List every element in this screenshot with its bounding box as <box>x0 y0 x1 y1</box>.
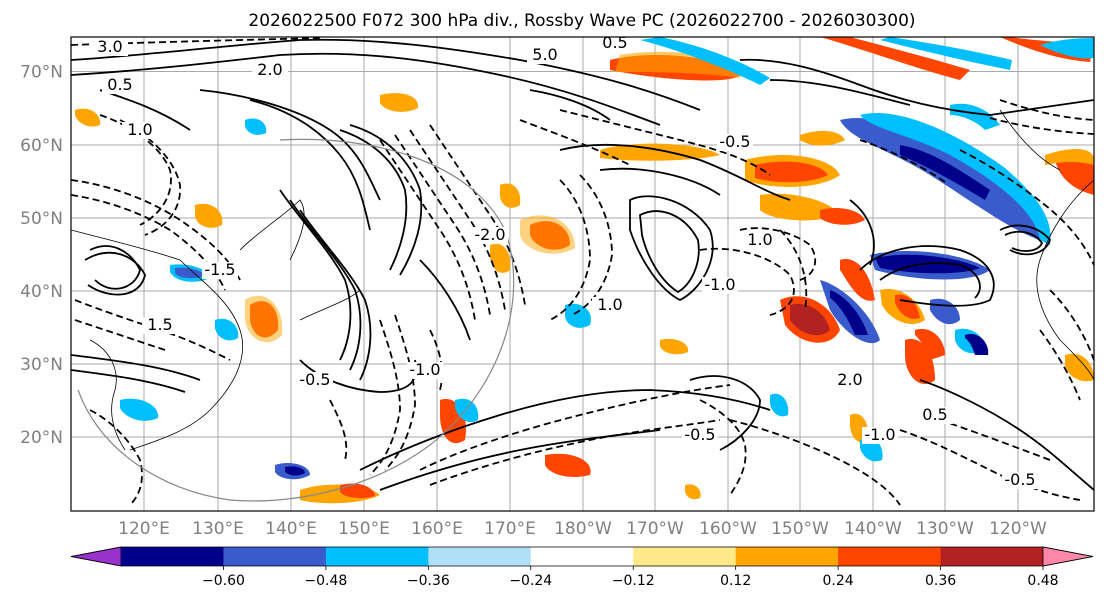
colorbar-tick-label: 0.12 <box>720 573 751 589</box>
longitude-labels: 120°E 130°E 140°E 150°E 160°E 170°E 180°W 170°W… <box>118 519 1047 539</box>
contour-label: 2.0 <box>257 60 282 79</box>
longitude-label: 150°E <box>338 519 390 539</box>
contour-label-background <box>717 134 753 151</box>
contour-label: 0.5 <box>107 75 132 94</box>
contour-label: -0.5 <box>719 132 750 151</box>
contour-label: 0.5 <box>602 33 627 52</box>
colorbar-tick-label: −0.36 <box>407 573 450 589</box>
colorbar-outline <box>70 546 1094 567</box>
contour-label-background <box>742 232 778 249</box>
longitude-label: 170°W <box>626 519 684 539</box>
contour-label: -2.0 <box>474 225 505 244</box>
colorbar-tick-label: 0.24 <box>823 573 854 589</box>
contour-label-background <box>122 122 158 139</box>
latitude-label: 70°N <box>20 63 63 83</box>
contour-label: 1.0 <box>597 295 622 314</box>
contour-label: -1.5 <box>204 260 235 279</box>
colorbar-lower-extension <box>70 546 122 567</box>
contour-label-background <box>472 227 508 244</box>
colorbar-tick-label: −0.48 <box>304 573 347 589</box>
positive-pc-contours <box>71 38 1094 491</box>
contour-label: -0.5 <box>684 425 715 444</box>
colorbar: −0.60 −0.48 −0.36 −0.24 −0.12 0.12 0.24 0.36 0.4… <box>70 546 1094 589</box>
colorbar-segment <box>428 547 532 566</box>
longitude-label: 150°W <box>771 519 829 539</box>
contour-label-background <box>597 37 633 52</box>
contour-label-background <box>917 407 953 424</box>
contour-label: 0.5 <box>922 405 947 424</box>
colorbar-tick-label: −0.60 <box>202 573 245 589</box>
longitude-label: 170°E <box>484 519 536 539</box>
contour-label: -0.5 <box>1004 470 1035 489</box>
contour-label-background <box>407 362 443 379</box>
contour-label: 5.0 <box>532 45 557 64</box>
contour-label-background <box>682 427 718 444</box>
colorbar-tick-label: 0.36 <box>925 573 956 589</box>
contour-label-background <box>1002 472 1038 489</box>
colorbar-segment <box>325 547 429 566</box>
contour-label-background <box>702 277 738 294</box>
longitude-label: 140°W <box>844 519 902 539</box>
latitude-label: 20°N <box>20 428 63 448</box>
longitude-label: 130°E <box>192 519 244 539</box>
latitude-label: 50°N <box>20 209 63 229</box>
contour-label: 1.5 <box>147 315 172 334</box>
colorbar-segment <box>121 547 224 566</box>
contour-label: 2.0 <box>837 370 862 389</box>
latitude-label: 30°N <box>20 355 63 375</box>
divergence-shading <box>75 37 1094 504</box>
longitude-label: 130°W <box>916 519 974 539</box>
longitude-label: 140°E <box>265 519 317 539</box>
contour-label: 1.0 <box>747 230 772 249</box>
latitude-label: 60°N <box>20 136 63 156</box>
contour-label-background <box>252 62 288 79</box>
contour-label-background <box>202 262 238 279</box>
colorbar-segment <box>940 547 1044 566</box>
contour-labels: 3.0 2.0 1.5 1.0 0.5 -0.5 -1.0 -1.5 -2.0 5.0 0.5 1.0… <box>92 33 1038 489</box>
colorbar-tick-label: −0.12 <box>612 573 655 589</box>
latitude-label: 40°N <box>20 282 63 302</box>
colorbar-segment <box>633 547 737 566</box>
longitude-label: 120°E <box>118 519 170 539</box>
contour-label-background <box>592 297 628 314</box>
rossby-wave-region-outline <box>77 138 515 502</box>
contour-label: -0.5 <box>299 370 330 389</box>
figure-title: 2026022500 F072 300 hPa div., Rossby Wav… <box>248 11 915 31</box>
contour-label-background <box>102 77 138 94</box>
contour-label-background <box>297 372 333 389</box>
colorbar-tick-label: 0.48 <box>1027 573 1058 589</box>
contour-label-background <box>142 317 178 334</box>
map-panel: 3.0 2.0 1.5 1.0 0.5 -0.5 -1.0 -1.5 -2.0 5.0 0.5 1.0… <box>70 33 1095 512</box>
longitude-label: 160°E <box>411 519 463 539</box>
negative-pc-contours <box>71 37 1094 506</box>
contour-label: 1.0 <box>127 120 152 139</box>
contour-label: -1.0 <box>409 360 440 379</box>
contour-label-background <box>527 47 563 64</box>
longitude-label: 180°W <box>554 519 612 539</box>
colorbar-upper-extension <box>1042 546 1094 567</box>
contour-label-background <box>862 427 898 444</box>
colorbar-segment <box>530 547 634 566</box>
contour-label-background <box>832 372 868 389</box>
colorbar-tick-label: −0.24 <box>509 573 552 589</box>
latitude-labels: 70°N 60°N 50°N 40°N 30°N 20°N <box>20 63 63 449</box>
contour-label: 3.0 <box>97 37 122 56</box>
contour-label: -1.0 <box>704 275 735 294</box>
contour-label-background <box>92 39 128 56</box>
longitude-label: 120°W <box>989 519 1047 539</box>
longitude-label: 160°W <box>699 519 757 539</box>
colorbar-segment <box>735 547 839 566</box>
colorbar-segment <box>838 547 942 566</box>
colorbar-segment <box>223 547 327 566</box>
contour-label: -1.0 <box>864 425 895 444</box>
